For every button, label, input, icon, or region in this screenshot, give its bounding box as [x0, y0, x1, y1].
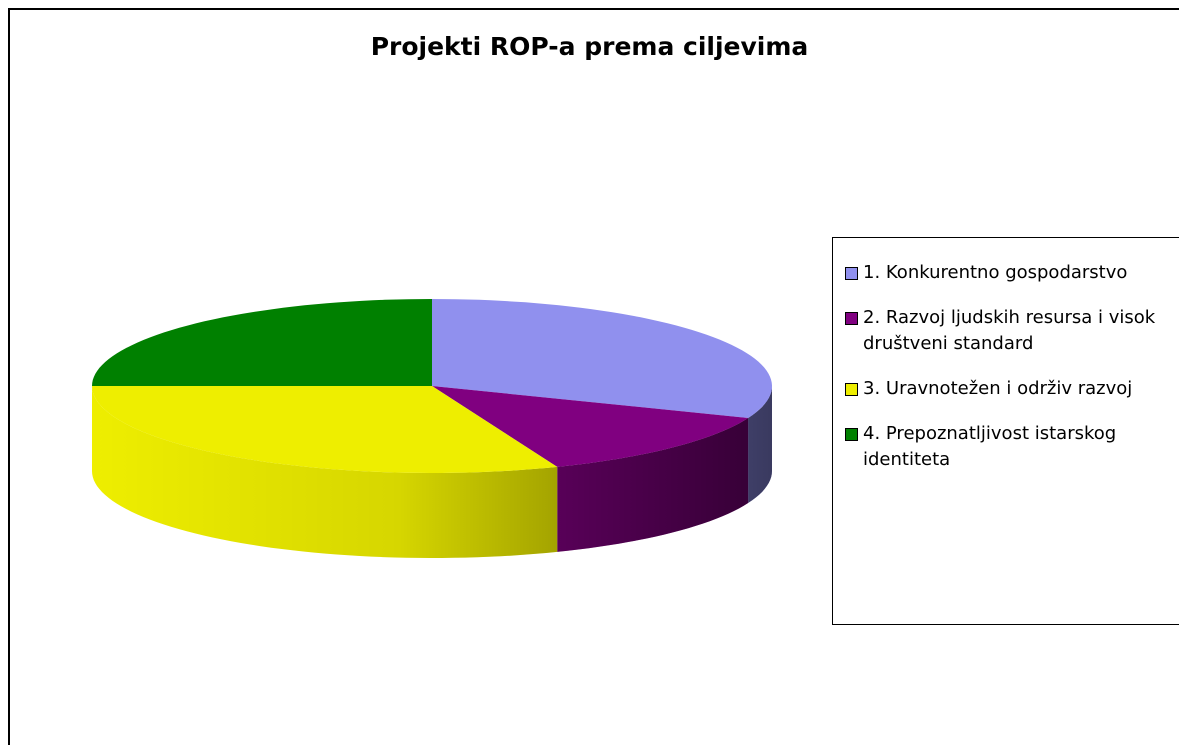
slice-side-shade [557, 418, 749, 552]
legend-label: 1. Konkurentno gospodarstvo [863, 262, 1128, 283]
slice-side-shade [748, 386, 772, 503]
slice [432, 386, 749, 467]
chart-frame [8, 8, 1179, 745]
chart-title: Projekti ROP-a prema ciljevima [370, 32, 809, 61]
slice [92, 299, 432, 386]
legend-swatch [845, 383, 858, 396]
legend-swatch [845, 428, 858, 441]
slice [432, 299, 772, 418]
legend-item: 2. Razvoj ljudskih resursa i visok društ… [845, 305, 1173, 357]
slice-side-shade [92, 386, 558, 558]
legend-swatch [845, 312, 858, 325]
slice [92, 386, 558, 473]
legend-item: 4. Prepoznatljivost istarskog identiteta [845, 421, 1173, 473]
legend-label: 2. Razvoj ljudskih resursa i visok društ… [863, 307, 1156, 354]
legend-item: 3. Uravnotežen i održiv razvoj [845, 376, 1173, 402]
legend-label: 3. Uravnotežen i održiv razvoj [863, 378, 1133, 399]
legend-item: 1. Konkurentno gospodarstvo [845, 260, 1173, 286]
legend-swatch [845, 267, 858, 280]
legend-label: 4. Prepoznatljivost istarskog identiteta [863, 423, 1117, 470]
legend: 1. Konkurentno gospodarstvo 2. Razvoj lju… [832, 237, 1179, 625]
